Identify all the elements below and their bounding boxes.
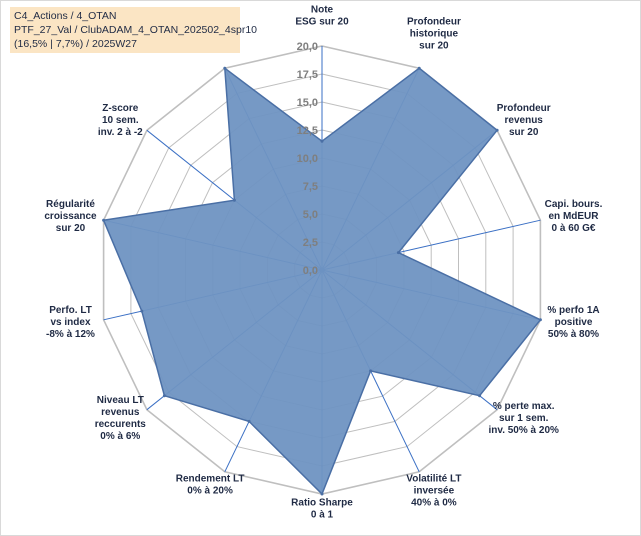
series-point-5 [478, 394, 482, 398]
series-point-10 [140, 309, 144, 313]
axis-label-2-line-1: revenus [505, 115, 544, 126]
axis-label-0-line-0: Note [311, 5, 334, 16]
axis-label-9-line-0: Niveau LT [97, 395, 144, 406]
axis-label-1-line-0: Profondeur [407, 16, 461, 27]
tick-label-6: 15,0 [297, 97, 318, 109]
axis-label-7-line-1: 0 à 1 [311, 509, 334, 520]
tick-label-5: 12,5 [297, 125, 318, 137]
axis-label-12-line-0: Z-score [102, 103, 139, 114]
axis-label-8: Rendement LT0% à 20% [176, 474, 245, 497]
axis-label-0-line-1: ESG sur 20 [295, 17, 349, 28]
axis-label-2-line-2: sur 20 [509, 127, 539, 138]
axis-label-3-line-2: 0 à 60 G€ [552, 223, 596, 234]
tick-label-4: 10,0 [297, 153, 318, 165]
tick-label-2: 5,0 [303, 209, 318, 221]
axis-label-9-line-2: reccurents [95, 419, 147, 430]
series-point-1 [417, 66, 421, 70]
info-line-3: (16,5% | 7,7%) / 2025W27 [14, 38, 137, 50]
axis-label-11-line-0: Régularité [46, 199, 95, 210]
axis-label-10-line-1: vs index [50, 317, 90, 328]
axis-label-3-line-1: en MdEUR [549, 211, 600, 222]
axis-label-5-line-2: inv. 50% à 20% [488, 425, 559, 436]
series-point-13 [223, 66, 227, 70]
axis-label-11-line-1: croissance [44, 211, 97, 222]
info-line-2: PTF_27_Val / ClubADAM_4_OTAN_202502_4spr… [14, 24, 257, 36]
radar-series [102, 66, 542, 496]
axis-label-1-line-2: sur 20 [419, 40, 449, 51]
axis-label-4-line-0: % perfo 1A [547, 305, 599, 316]
axis-label-12-line-2: inv. 2 à -2 [98, 127, 143, 138]
axis-label-9-line-3: 0% à 6% [100, 431, 140, 442]
axis-label-11-line-2: sur 20 [56, 223, 86, 234]
axis-label-3-line-0: Capi. bours. [545, 199, 603, 210]
series-point-12 [232, 198, 236, 202]
axis-label-8-line-0: Rendement LT [176, 474, 245, 485]
series-point-9 [162, 394, 166, 398]
axis-label-6-line-1: inversée [414, 486, 455, 497]
axis-label-10-line-2: -8% à 12% [46, 329, 95, 340]
tick-label-0: 0,0 [303, 265, 318, 277]
info-line-1: C4_Actions / 4_OTAN [14, 10, 117, 22]
axis-label-4-line-2: 50% à 80% [548, 329, 599, 340]
axis-label-12-line-1: 10 sem. [102, 115, 139, 126]
tick-label-3: 7,5 [303, 181, 318, 193]
radial-tick-labels: 0,0 2,5 5,0 7,5 10,0 12,5 15,0 17,5 20,0 [297, 41, 318, 277]
axis-label-6-line-2: 40% à 0% [411, 498, 457, 509]
tick-label-8: 20,0 [297, 41, 318, 53]
axis-label-1-line-1: historique [410, 28, 459, 39]
axis-label-4-line-1: positive [555, 317, 593, 328]
axis-label-6-line-0: Volatilité LT [406, 474, 461, 485]
axis-label-5-line-0: % perte max. [493, 401, 555, 412]
axis-label-7-line-0: Ratio Sharpe [291, 497, 353, 508]
axis-label-5-line-1: sur 1 sem. [499, 413, 549, 424]
tick-label-7: 17,5 [297, 69, 318, 81]
portfolio-info-box: C4_Actions / 4_OTAN PTF_27_Val / ClubADA… [10, 7, 257, 53]
axis-label-10-line-0: Perfo. LT [49, 305, 92, 316]
series-point-4 [538, 318, 542, 322]
series-point-7 [320, 492, 324, 496]
series-point-11 [102, 218, 106, 222]
axis-label-9-line-1: revenus [101, 407, 140, 418]
series-point-6 [369, 369, 373, 373]
series-point-0 [320, 139, 324, 143]
series-point-3 [396, 251, 400, 255]
tick-label-1: 2,5 [303, 237, 318, 249]
axis-label-8-line-1: 0% à 20% [187, 486, 233, 497]
axis-label-2-line-0: Profondeur [497, 103, 551, 114]
series-point-2 [495, 128, 499, 132]
axis-label-5: % perte max.sur 1 sem.inv. 50% à 20% [488, 401, 559, 436]
series-point-8 [247, 419, 251, 423]
